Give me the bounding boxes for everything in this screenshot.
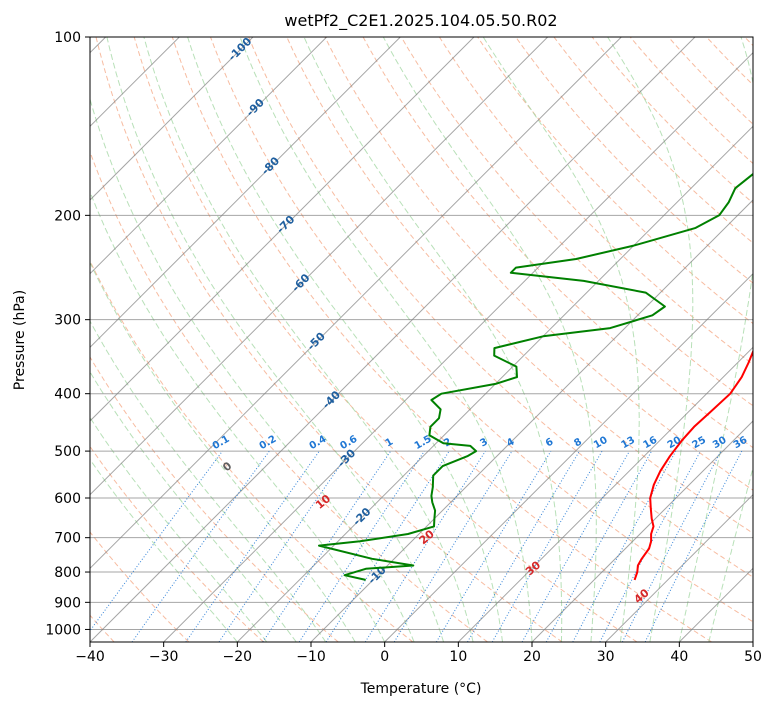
moist-adiabat-line <box>90 261 356 642</box>
x-tick-label: −40 <box>75 649 105 665</box>
mixing-ratio-line <box>325 450 450 642</box>
y-axis-label: Pressure (hPa) <box>12 290 28 390</box>
dry-adiabat-line <box>324 37 753 491</box>
mixing-ratio-line <box>435 450 552 642</box>
moist-adiabat-line <box>678 37 753 642</box>
dewpoint-profile-line <box>318 172 753 581</box>
moist-adiabat-line <box>90 190 386 642</box>
isotherm-line <box>90 37 254 201</box>
y-tick-label: 1000 <box>45 622 81 638</box>
isotherm-line <box>90 37 549 496</box>
y-tick-label: 700 <box>54 531 81 547</box>
x-tick-label: 50 <box>744 649 762 665</box>
isotherm-line <box>90 37 696 642</box>
mixing-ratio-line <box>364 450 486 642</box>
dry-adiabat-line <box>286 37 753 534</box>
dry-adiabat-line <box>171 37 712 642</box>
chart-title: wetPf2_C2E1.2025.104.05.50.R02 <box>284 11 557 31</box>
moist-adiabat-line <box>382 37 597 642</box>
x-tick-label: 10 <box>449 649 467 665</box>
y-tick-label: 100 <box>54 30 81 46</box>
mixing-ratio-line <box>545 450 653 642</box>
moist-adiabat-line <box>187 37 503 642</box>
mixing-ratio-line <box>131 450 270 642</box>
x-tick-label: −20 <box>223 649 253 665</box>
x-tick-label: 30 <box>597 649 615 665</box>
mixing-ratio-line <box>644 450 743 642</box>
y-tick-label: 600 <box>54 491 81 507</box>
mixing-ratio-label: 4 <box>505 436 517 449</box>
isotherm-line <box>457 346 753 642</box>
isotherm-line <box>163 51 753 642</box>
dry-adiabat-line <box>90 531 190 642</box>
isotherm-line <box>531 420 753 642</box>
moist-adiabat-line <box>482 37 640 642</box>
x-tick-label: 40 <box>670 649 688 665</box>
mixing-ratio-label: 6 <box>544 436 556 449</box>
moist-adiabat-line <box>143 37 474 642</box>
isotherm-line <box>90 37 328 275</box>
moist-adiabat-line <box>239 37 533 642</box>
dry-adiabat-line <box>400 37 753 407</box>
dry-adiabat-line <box>90 259 414 642</box>
moist-adiabat-line <box>106 37 445 642</box>
dry-adiabat-line <box>477 37 753 325</box>
background-lines <box>90 37 753 642</box>
isotherm-line <box>605 493 753 642</box>
y-tick-label: 200 <box>54 208 81 224</box>
isotherm-line <box>90 37 401 349</box>
y-tick-label: 900 <box>54 595 81 611</box>
x-axis-label: Temperature (°C) <box>360 681 482 697</box>
dry-adiabat-line <box>515 37 753 284</box>
moist-adiabat-line <box>90 370 297 642</box>
moist-adiabat-line <box>607 37 694 642</box>
mixing-ratio-line <box>467 450 580 642</box>
x-tick-label: 0 <box>380 649 389 665</box>
mixing-ratio-line <box>90 450 223 632</box>
mixing-ratio-line <box>262 450 392 642</box>
isotherm-line <box>236 125 753 642</box>
mixing-ratio-line <box>621 450 722 642</box>
x-tick-label: −30 <box>149 649 179 665</box>
y-tick-label: 800 <box>54 565 81 581</box>
temperature-profile-line <box>633 349 753 581</box>
isotherm-line <box>384 272 753 642</box>
dry-adiabat-line <box>248 37 753 578</box>
mixing-ratio-label: 3 <box>478 436 490 449</box>
y-tick-label: 300 <box>54 313 81 329</box>
x-tick-label: −10 <box>296 649 326 665</box>
profile-series <box>318 172 753 581</box>
isotherm-line <box>90 37 475 422</box>
mixing-ratio-line <box>298 450 425 642</box>
mixing-ratio-label: 1 <box>384 436 396 449</box>
moist-adiabat-line <box>90 416 268 642</box>
x-axis-ticks: −40 −30 −20 −10 0 10 20 30 40 50 <box>75 642 762 665</box>
isotherm-line <box>90 37 622 570</box>
plot-frame <box>89 36 754 643</box>
y-tick-label: 500 <box>54 444 81 460</box>
moist-adiabat-line <box>303 37 563 642</box>
mixing-ratio-label: 8 <box>572 436 584 449</box>
x-tick-label: 20 <box>523 649 541 665</box>
y-tick-label: 400 <box>54 387 81 403</box>
moist-adiabat-line <box>90 458 238 642</box>
mixing-ratio-line <box>393 450 513 642</box>
mixing-ratio-line <box>599 450 701 642</box>
isotherm-line <box>310 199 753 642</box>
y-axis-ticks: 100 200 300 400 500 600 700 800 900 1000 <box>45 30 90 638</box>
